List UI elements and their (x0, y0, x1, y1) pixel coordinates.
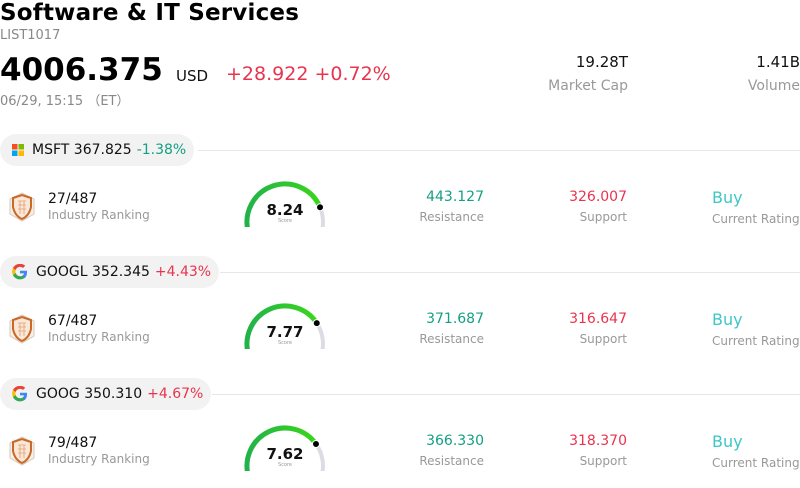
market-cap-value: 19.28T (575, 53, 628, 71)
resistance-value: 366.330 (426, 433, 484, 449)
current-rating[interactable]: Buy (712, 310, 743, 329)
resistance-value: 443.127 (426, 189, 484, 205)
industry-rank-label: Industry Ranking (48, 452, 150, 466)
stock-change: -1.38% (136, 142, 187, 158)
stock-pill-goog[interactable]: GOOG 350.310 +4.67% (0, 378, 212, 410)
microsoft-logo-icon (12, 144, 24, 156)
stock-ticker: MSFT 367.825 (32, 142, 132, 158)
gauge-fill (244, 181, 323, 227)
support-label: Support (579, 332, 627, 346)
support-value: 318.370 (569, 433, 627, 449)
resistance-label: Resistance (419, 210, 484, 224)
score-value: 8.24 (266, 201, 304, 219)
current-rating-label: Current Rating (712, 334, 800, 348)
ranking-shield-icon (9, 436, 35, 466)
stock-ticker: GOOGL 352.345 (36, 264, 150, 280)
industry-rank: 27/487 (48, 191, 98, 207)
index-change: +28.922 +0.72% (226, 63, 391, 85)
gauge-fill (244, 303, 320, 349)
gauge-fill (244, 425, 319, 471)
index-price: 4006.375 (0, 52, 163, 88)
page-title: Software & IT Services (0, 0, 300, 26)
industry-rank: 67/487 (48, 313, 98, 329)
score-label: Score (277, 462, 292, 468)
ranking-shield-icon (9, 314, 35, 344)
current-rating[interactable]: Buy (712, 188, 743, 207)
current-rating-label: Current Rating (712, 456, 800, 470)
volume-label: Volume (747, 78, 800, 94)
divider (198, 150, 800, 151)
industry-rank-label: Industry Ranking (48, 330, 150, 344)
resistance-value: 371.687 (426, 311, 484, 327)
divider (212, 394, 800, 395)
score-gauge (244, 181, 325, 227)
google-logo-icon (12, 386, 28, 402)
stock-ticker: GOOG 350.310 (36, 386, 143, 402)
score-gauge (244, 425, 325, 471)
industry-rank-label: Industry Ranking (48, 208, 150, 222)
stock-pill-msft[interactable]: MSFT 367.825 -1.38% (0, 134, 195, 166)
gauge-marker (311, 439, 320, 448)
score-label: Score (277, 218, 292, 224)
support-value: 316.647 (569, 311, 627, 327)
score-label: Score (277, 340, 292, 346)
timestamp: 06/29, 15:15 （ET） (0, 94, 130, 109)
stock-change: +4.43% (154, 264, 212, 280)
resistance-label: Resistance (419, 454, 484, 468)
market-cap-label: Market Cap (548, 78, 628, 94)
support-value: 326.007 (569, 189, 627, 205)
stock-pill-googl[interactable]: GOOGL 352.345 +4.43% (0, 256, 220, 288)
gauge-marker (316, 203, 325, 212)
resistance-label: Resistance (419, 332, 484, 346)
support-label: Support (579, 454, 627, 468)
score-gauge (244, 303, 325, 349)
divider (220, 272, 800, 273)
google-logo-icon (12, 264, 28, 280)
score-value: 7.77 (266, 323, 304, 341)
stock-change: +4.67% (147, 386, 204, 402)
volume-value: 1.41B (756, 53, 800, 71)
support-label: Support (579, 210, 627, 224)
industry-rank: 79/487 (48, 435, 98, 451)
gauge-marker (312, 319, 321, 328)
index-code: LIST1017 (0, 28, 61, 43)
ranking-shield-icon (9, 192, 35, 222)
current-rating-label: Current Rating (712, 212, 800, 226)
score-value: 7.62 (266, 445, 304, 463)
currency-label: USD (176, 67, 209, 85)
current-rating[interactable]: Buy (712, 432, 743, 451)
